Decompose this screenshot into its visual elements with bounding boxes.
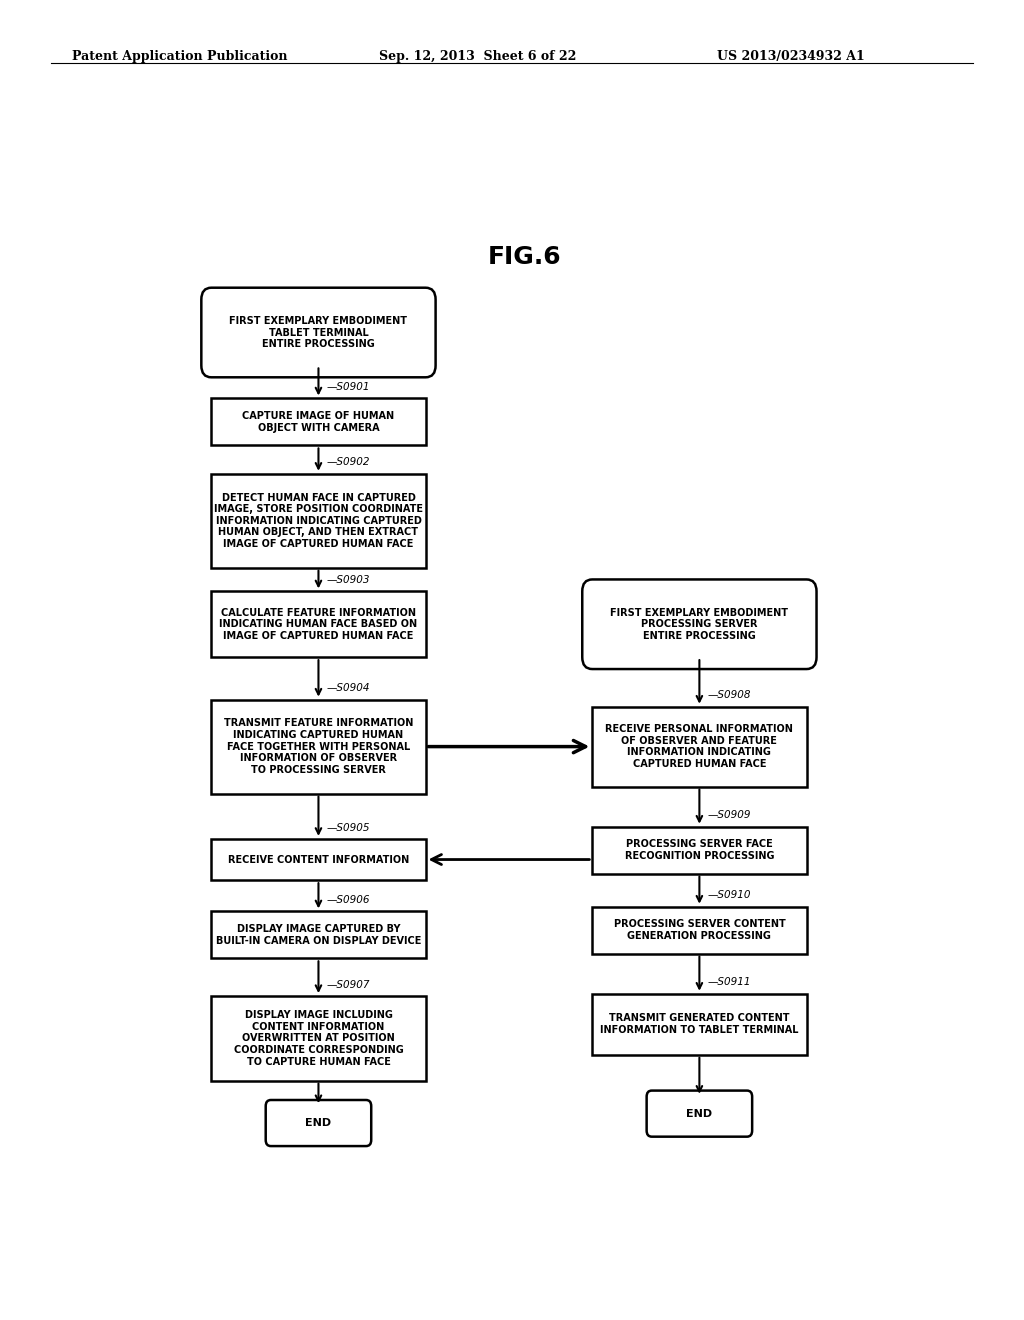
Bar — [211, 700, 426, 793]
Text: —S0910: —S0910 — [708, 890, 751, 900]
Bar — [211, 911, 426, 958]
Bar — [592, 907, 807, 953]
Text: FIRST EXEMPLARY EMBODIMENT
PROCESSING SERVER
ENTIRE PROCESSING: FIRST EXEMPLARY EMBODIMENT PROCESSING SE… — [610, 607, 788, 640]
Text: TRANSMIT GENERATED CONTENT
INFORMATION TO TABLET TERMINAL: TRANSMIT GENERATED CONTENT INFORMATION T… — [600, 1014, 799, 1035]
FancyBboxPatch shape — [583, 579, 816, 669]
Text: —S0906: —S0906 — [327, 895, 370, 906]
Text: —S0909: —S0909 — [708, 810, 751, 820]
Bar — [211, 399, 426, 445]
Text: END: END — [686, 1109, 713, 1118]
Bar — [592, 826, 807, 874]
Bar — [211, 838, 426, 880]
FancyBboxPatch shape — [265, 1100, 372, 1146]
Text: —S0907: —S0907 — [327, 979, 370, 990]
Text: DISPLAY IMAGE CAPTURED BY
BUILT-IN CAMERA ON DISPLAY DEVICE: DISPLAY IMAGE CAPTURED BY BUILT-IN CAMER… — [216, 924, 421, 945]
Text: RECEIVE PERSONAL INFORMATION
OF OBSERVER AND FEATURE
INFORMATION INDICATING
CAPT: RECEIVE PERSONAL INFORMATION OF OBSERVER… — [605, 725, 794, 770]
Text: FIG.6: FIG.6 — [488, 246, 561, 269]
FancyBboxPatch shape — [202, 288, 435, 378]
Text: END: END — [305, 1118, 332, 1129]
Text: —S0904: —S0904 — [327, 684, 370, 693]
Text: Patent Application Publication: Patent Application Publication — [72, 50, 287, 63]
Text: RECEIVE CONTENT INFORMATION: RECEIVE CONTENT INFORMATION — [227, 854, 410, 865]
Bar — [211, 997, 426, 1081]
FancyBboxPatch shape — [646, 1090, 753, 1137]
Text: DETECT HUMAN FACE IN CAPTURED
IMAGE, STORE POSITION COORDINATE
INFORMATION INDIC: DETECT HUMAN FACE IN CAPTURED IMAGE, STO… — [214, 492, 423, 549]
Text: CAPTURE IMAGE OF HUMAN
OBJECT WITH CAMERA: CAPTURE IMAGE OF HUMAN OBJECT WITH CAMER… — [243, 411, 394, 433]
Bar — [211, 591, 426, 657]
Text: DISPLAY IMAGE INCLUDING
CONTENT INFORMATION
OVERWRITTEN AT POSITION
COORDINATE C: DISPLAY IMAGE INCLUDING CONTENT INFORMAT… — [233, 1010, 403, 1067]
Text: —S0901: —S0901 — [327, 381, 370, 392]
Bar — [211, 474, 426, 568]
Text: Sep. 12, 2013  Sheet 6 of 22: Sep. 12, 2013 Sheet 6 of 22 — [379, 50, 577, 63]
Text: FIRST EXEMPLARY EMBODIMENT
TABLET TERMINAL
ENTIRE PROCESSING: FIRST EXEMPLARY EMBODIMENT TABLET TERMIN… — [229, 315, 408, 348]
Text: CALCULATE FEATURE INFORMATION
INDICATING HUMAN FACE BASED ON
IMAGE OF CAPTURED H: CALCULATE FEATURE INFORMATION INDICATING… — [219, 607, 418, 640]
Text: —S0905: —S0905 — [327, 822, 370, 833]
Bar — [592, 706, 807, 787]
Text: PROCESSING SERVER CONTENT
GENERATION PROCESSING: PROCESSING SERVER CONTENT GENERATION PRO… — [613, 919, 785, 941]
Text: —S0908: —S0908 — [708, 690, 751, 701]
Text: US 2013/0234932 A1: US 2013/0234932 A1 — [717, 50, 864, 63]
Text: —S0903: —S0903 — [327, 576, 370, 585]
Text: PROCESSING SERVER FACE
RECOGNITION PROCESSING: PROCESSING SERVER FACE RECOGNITION PROCE… — [625, 840, 774, 861]
Text: —S0902: —S0902 — [327, 457, 370, 467]
Bar — [592, 994, 807, 1055]
Text: —S0911: —S0911 — [708, 977, 751, 987]
Text: TRANSMIT FEATURE INFORMATION
INDICATING CAPTURED HUMAN
FACE TOGETHER WITH PERSON: TRANSMIT FEATURE INFORMATION INDICATING … — [224, 718, 413, 775]
